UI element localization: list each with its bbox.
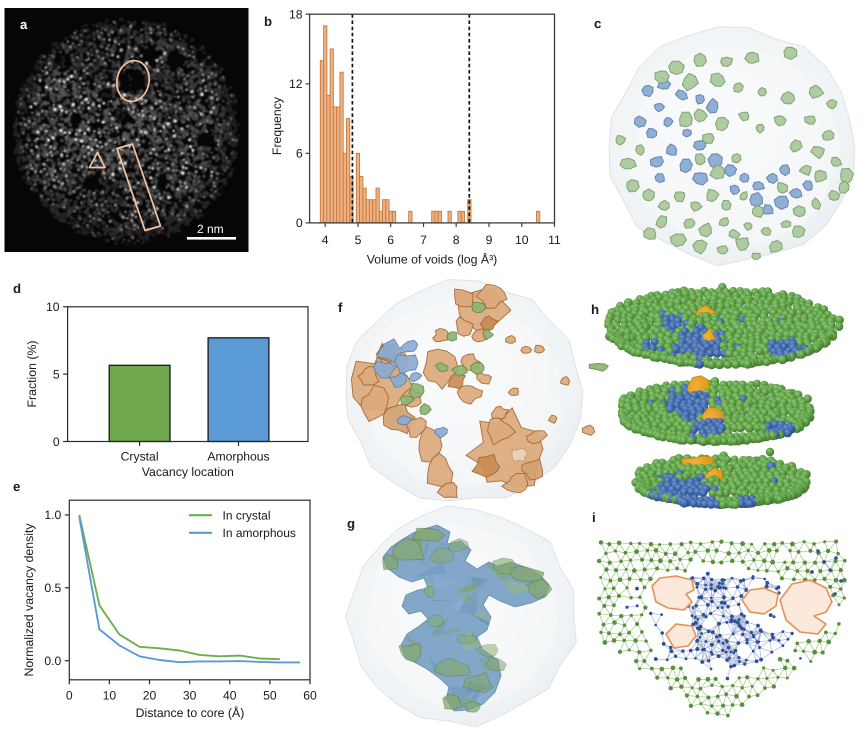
svg-text:11: 11 — [548, 233, 561, 247]
svg-text:Normalized vacancy density: Normalized vacancy density — [22, 523, 36, 677]
svg-text:0: 0 — [53, 435, 60, 449]
svg-text:Amorphous: Amorphous — [207, 450, 269, 464]
svg-text:Fraction (%): Fraction (%) — [25, 341, 39, 408]
svg-text:4: 4 — [322, 233, 329, 247]
svg-text:7: 7 — [420, 233, 427, 247]
svg-text:20: 20 — [143, 688, 157, 702]
svg-text:10: 10 — [515, 233, 529, 247]
svg-text:0: 0 — [296, 216, 303, 230]
svg-text:6: 6 — [387, 233, 394, 247]
svg-text:c: c — [594, 16, 601, 31]
svg-text:18: 18 — [289, 8, 303, 22]
svg-text:40: 40 — [223, 688, 237, 702]
svg-text:0: 0 — [66, 688, 73, 702]
svg-text:Crystal: Crystal — [121, 450, 159, 464]
svg-text:e: e — [13, 479, 20, 494]
svg-text:Distance to core (Å): Distance to core (Å) — [136, 706, 245, 720]
svg-text:12: 12 — [289, 77, 303, 91]
svg-text:g: g — [347, 516, 355, 531]
svg-text:9: 9 — [486, 233, 493, 247]
svg-text:d: d — [13, 281, 21, 296]
svg-text:30: 30 — [183, 688, 197, 702]
svg-text:5: 5 — [53, 367, 60, 381]
svg-text:5: 5 — [355, 233, 362, 247]
svg-text:In amorphous: In amorphous — [223, 526, 296, 540]
svg-text:6: 6 — [296, 147, 303, 161]
svg-text:In crystal: In crystal — [223, 509, 271, 523]
svg-text:a: a — [20, 17, 28, 32]
svg-text:2 nm: 2 nm — [197, 222, 224, 236]
svg-text:Volume of voids (log Å³): Volume of voids (log Å³) — [367, 253, 498, 267]
svg-text:1.0: 1.0 — [44, 508, 61, 522]
svg-text:0.0: 0.0 — [44, 654, 61, 668]
svg-text:8: 8 — [453, 233, 460, 247]
svg-text:10: 10 — [103, 688, 117, 702]
svg-text:60: 60 — [303, 688, 317, 702]
svg-text:Frequency: Frequency — [270, 96, 284, 155]
svg-text:0.5: 0.5 — [44, 581, 61, 595]
svg-text:Vacancy location: Vacancy location — [142, 465, 234, 479]
svg-text:f: f — [338, 300, 343, 315]
svg-text:10: 10 — [46, 300, 60, 314]
svg-text:50: 50 — [263, 688, 277, 702]
svg-text:b: b — [264, 14, 272, 29]
